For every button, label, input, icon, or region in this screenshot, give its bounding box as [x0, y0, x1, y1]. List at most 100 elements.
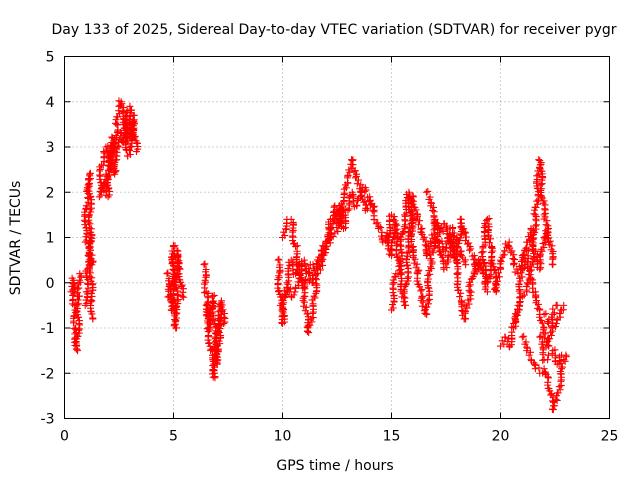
data-point [410, 251, 418, 259]
data-point [487, 254, 495, 262]
data-point [404, 268, 412, 276]
data-point [553, 301, 561, 309]
data-point [426, 270, 434, 278]
data-point [508, 323, 516, 331]
data-point [353, 180, 361, 188]
data-point [76, 278, 84, 286]
data-point [531, 360, 539, 368]
data-point [457, 251, 465, 259]
data-point [522, 338, 530, 346]
data-point [498, 337, 506, 345]
data-point [374, 219, 382, 227]
data-point [523, 347, 531, 355]
data-point [544, 351, 552, 359]
data-point [69, 297, 77, 305]
data-point [547, 246, 555, 254]
data-point [463, 304, 471, 312]
data-point [351, 167, 359, 175]
data-point [217, 301, 225, 309]
data-point [535, 156, 543, 164]
y-tick-label: 3 [46, 140, 55, 156]
data-point [420, 233, 428, 241]
data-point [560, 301, 568, 309]
data-point [394, 270, 402, 278]
data-point [214, 327, 222, 335]
data-point [480, 227, 488, 235]
data-point [549, 305, 557, 313]
data-point [429, 203, 437, 211]
data-point [530, 250, 538, 258]
data-point [400, 287, 408, 295]
data-point [537, 264, 545, 272]
data-point [341, 189, 349, 197]
data-point [512, 318, 520, 326]
data-point [449, 242, 457, 250]
series-arc-1b [81, 234, 97, 309]
data-point [473, 268, 481, 276]
data-point [352, 172, 360, 180]
data-point [200, 280, 208, 288]
data-point [434, 243, 442, 251]
data-point [300, 256, 308, 264]
data-point [217, 297, 225, 305]
data-point [309, 300, 317, 308]
data-point [480, 269, 488, 277]
data-point [209, 297, 217, 305]
data-point [532, 221, 540, 229]
grid [64, 56, 610, 419]
data-point [408, 235, 416, 243]
data-point [76, 325, 84, 333]
data-point [413, 260, 421, 268]
data-point [408, 211, 416, 219]
data-point [556, 313, 564, 321]
data-point [209, 373, 217, 381]
data-point [430, 213, 438, 221]
data-point [201, 276, 209, 284]
data-point [318, 247, 326, 255]
data-point [378, 228, 386, 236]
data-point [361, 187, 369, 195]
data-point [389, 215, 397, 223]
data-marks [67, 97, 570, 414]
series-arc-22c [540, 301, 568, 332]
data-point [418, 286, 426, 294]
data-point [552, 395, 560, 403]
data-point [280, 287, 288, 295]
data-point [540, 334, 548, 342]
data-point [73, 304, 81, 312]
data-point [280, 312, 288, 320]
data-point [401, 221, 409, 229]
data-point [308, 318, 316, 326]
data-point [401, 298, 409, 306]
data-point [533, 197, 541, 205]
data-point [539, 173, 547, 181]
data-point [425, 300, 433, 308]
data-point [412, 206, 420, 214]
data-point [348, 156, 356, 164]
data-point [477, 256, 485, 264]
data-point [302, 276, 310, 284]
data-point [348, 157, 356, 165]
data-point [454, 243, 462, 251]
data-point [486, 239, 494, 247]
data-point [523, 247, 531, 255]
data-point [543, 217, 551, 225]
data-point [118, 100, 126, 108]
data-point [99, 161, 107, 169]
data-point [403, 280, 411, 288]
data-point [342, 184, 350, 192]
data-point [467, 245, 475, 253]
data-point [127, 129, 135, 137]
data-point [538, 319, 546, 327]
data-point [87, 225, 95, 233]
data-point [535, 171, 543, 179]
data-point [84, 181, 92, 189]
data-point [291, 288, 299, 296]
data-point [130, 111, 138, 119]
data-point [462, 261, 470, 269]
data-point [481, 222, 489, 230]
y-tick-label: 0 [46, 276, 55, 292]
data-point [326, 224, 334, 232]
data-point [467, 295, 475, 303]
data-point [275, 255, 283, 263]
